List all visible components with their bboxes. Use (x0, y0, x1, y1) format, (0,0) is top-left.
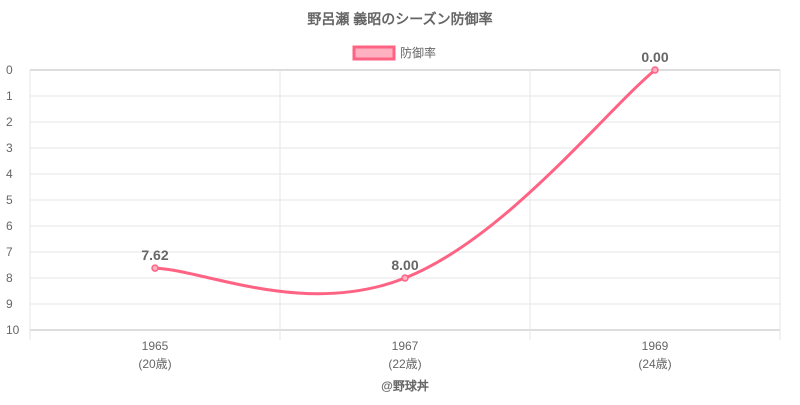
y-tick-label: 8 (6, 271, 13, 285)
x-tick-sublabel: (22歳) (388, 357, 421, 371)
y-tick-label: 7 (6, 245, 13, 259)
x-tick-sublabel: (24歳) (638, 357, 671, 371)
y-tick-label: 1 (6, 89, 13, 103)
data-point (151, 264, 159, 272)
data-label: 7.62 (141, 247, 168, 263)
x-tick-label: 1967 (392, 339, 419, 353)
data-point (651, 66, 659, 74)
data-point (401, 274, 409, 282)
x-tick-label: 1969 (642, 339, 669, 353)
x-tick-sublabel: (20歳) (138, 357, 171, 371)
data-label: 0.00 (641, 49, 668, 65)
y-tick-label: 3 (6, 141, 13, 155)
chart-title: 野呂瀬 義昭のシーズン防御率 (307, 11, 492, 27)
legend-swatch (352, 45, 396, 61)
y-tick-label: 6 (6, 219, 13, 233)
data-label: 8.00 (391, 257, 418, 273)
footer-credit: @野球丼 (381, 378, 429, 393)
y-tick-label: 4 (6, 167, 13, 181)
x-tick-label: 1965 (142, 339, 169, 353)
y-tick-label: 0 (6, 63, 13, 77)
y-tick-label: 10 (6, 323, 20, 337)
legend-label: 防御率 (400, 45, 436, 60)
y-tick-label: 9 (6, 297, 13, 311)
y-tick-label: 5 (6, 193, 13, 207)
legend[interactable]: 防御率 (352, 45, 436, 61)
y-tick-label: 2 (6, 115, 13, 129)
